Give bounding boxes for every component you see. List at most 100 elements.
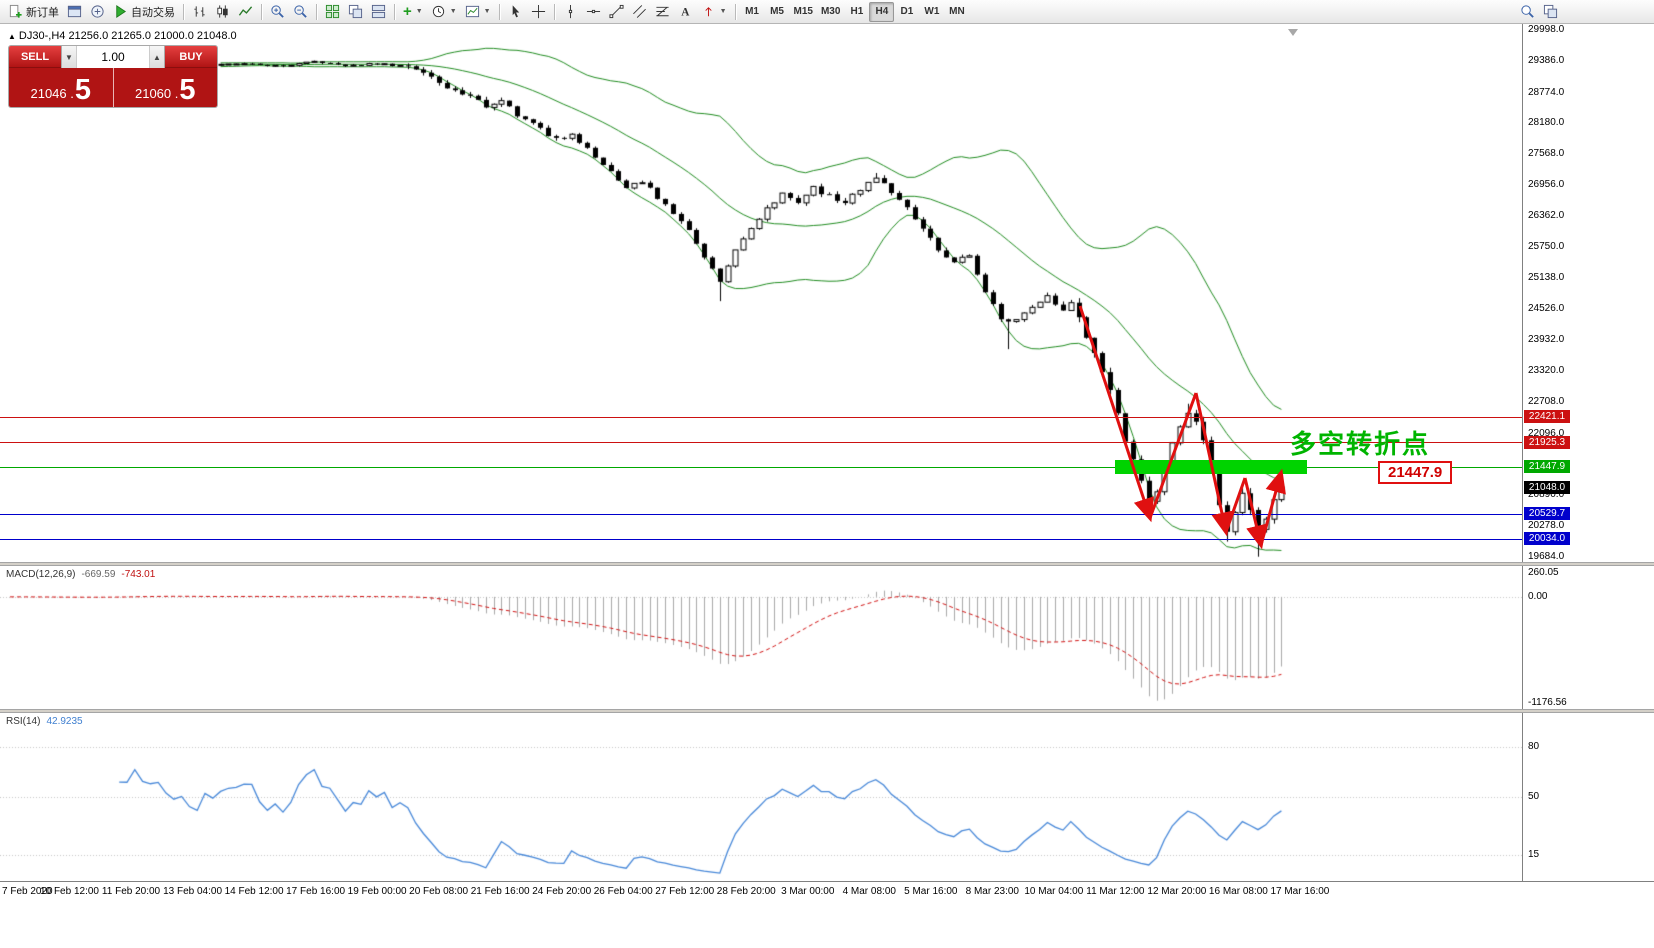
ask-pip-digit: 5: [179, 74, 196, 106]
zoom-out-button[interactable]: [289, 2, 312, 22]
time-tick: 28 Feb 20:00: [716, 886, 776, 897]
time-tick: 21 Feb 16:00: [470, 886, 530, 897]
rsi-label: RSI(14): [6, 716, 41, 727]
search-button[interactable]: [1516, 2, 1539, 22]
time-tick: 8 Mar 23:00: [965, 886, 1019, 897]
vertical-line-icon: [568, 4, 572, 19]
trendline-button[interactable]: [605, 2, 628, 22]
symbol-ohlc-header: ▲ DJ30-,H4 21256.0 21265.0 21000.0 21048.…: [8, 30, 237, 42]
macd-axis-tick: 260.05: [1528, 567, 1559, 579]
line-chart-button[interactable]: [234, 2, 257, 22]
time-tick: 12 Mar 20:00: [1147, 886, 1207, 897]
toolbar: 新订单 自动交易: [0, 0, 1654, 24]
text-tool-button[interactable]: A: [674, 2, 697, 22]
text-tool-icon: A: [681, 7, 690, 19]
market-watch-button[interactable]: [63, 2, 86, 22]
cascade-windows-button[interactable]: [344, 2, 367, 22]
ask-price[interactable]: 21060 .5: [113, 68, 217, 107]
price-tick: 25750.0: [1528, 241, 1565, 252]
fibonacci-icon: [655, 6, 669, 17]
volume-increase-button[interactable]: ▲: [149, 46, 164, 68]
rsi-axis-tick: 80: [1528, 741, 1540, 753]
time-tick: 5 Mar 16:00: [904, 886, 958, 897]
horizontal-line-button[interactable]: [582, 2, 605, 22]
price-tick: 19684.0: [1528, 550, 1565, 562]
bar-chart-button[interactable]: [188, 2, 211, 22]
zone-price-label[interactable]: 21447.9: [1378, 461, 1453, 484]
price-tick: 28774.0: [1528, 86, 1565, 98]
time-tick: 10 Feb 12:00: [40, 886, 99, 897]
timeframe-h1-button[interactable]: H1: [850, 6, 864, 17]
tile-windows-button[interactable]: [321, 2, 344, 22]
timeframe-w1-button[interactable]: W1: [924, 6, 940, 17]
fibonacci-button[interactable]: [651, 2, 674, 22]
arrange-windows-button[interactable]: [367, 2, 390, 22]
price-tick: 26956.0: [1528, 179, 1565, 191]
horizontal-line-icon: [586, 9, 600, 14]
arrange-windows-icon: [371, 4, 386, 19]
windows-button[interactable]: [1539, 2, 1562, 22]
candlestick-chart-icon: [217, 5, 228, 18]
timeframe-m30-button[interactable]: M30: [820, 6, 841, 17]
price-tick: 20278.0: [1528, 520, 1565, 532]
sell-button[interactable]: SELL: [9, 46, 61, 68]
cursor-button[interactable]: [504, 2, 527, 22]
timeframe-mn-button[interactable]: MN: [949, 6, 965, 17]
chevron-down-icon: ▼: [719, 8, 727, 15]
macd-axis-tick: -1176.56: [1528, 697, 1567, 709]
cascade-windows-icon: [348, 4, 363, 19]
windows-icon: [1543, 4, 1558, 19]
macd-axis-tick: 0.00: [1528, 590, 1548, 602]
crosshair-button[interactable]: [527, 2, 550, 22]
bid-price[interactable]: 21046 .5: [9, 68, 114, 107]
arrows-tool-button[interactable]: ▼: [697, 2, 731, 22]
turning-point-annotation[interactable]: 多空转折点: [1290, 429, 1431, 459]
volume-decrease-button[interactable]: ▼: [62, 46, 77, 68]
timeframe-m1-button[interactable]: M1: [745, 6, 759, 17]
price-badge-20529.7: 20529.7: [1524, 507, 1570, 521]
channel-button[interactable]: [628, 2, 651, 22]
price-tick: 23320.0: [1528, 365, 1565, 377]
toolbar-separator: [498, 3, 500, 20]
new-order-button[interactable]: 新订单: [4, 2, 63, 22]
price-tick: 20890.0: [1528, 489, 1565, 501]
chevron-down-icon: ▼: [415, 8, 423, 15]
templates-button[interactable]: ▼: [461, 2, 495, 22]
timeframe-d1-button[interactable]: D1: [900, 6, 914, 17]
chart-shift-marker-icon[interactable]: [1288, 29, 1298, 36]
periods-button[interactable]: ▼: [427, 2, 461, 22]
autotrading-button[interactable]: 自动交易: [109, 2, 179, 22]
price-badge-20034.0: 20034.0: [1524, 532, 1570, 546]
zoom-in-button[interactable]: [266, 2, 289, 22]
timeframe-h4-button[interactable]: H4: [869, 1, 895, 22]
support-zone-rectangle[interactable]: [1115, 459, 1307, 474]
price-tick: 29998.0: [1528, 24, 1565, 36]
time-tick: 10 Mar 04:00: [1024, 886, 1084, 897]
time-axis[interactable]: 7 Feb 2020 10 Feb 12:00 11 Feb 20:00 13 Feb…: [0, 881, 1654, 901]
timeframe-m5-button[interactable]: M5: [770, 6, 784, 17]
rsi-axis-tick: 50: [1528, 790, 1540, 802]
macd-value-main: -669.59: [81, 569, 116, 580]
price-axis[interactable]: 29998.0 29386.0 28774.0 28180.0 27568.0 26956…: [1522, 24, 1654, 881]
bar-chart-icon: [194, 6, 205, 17]
arrows-tool-icon: [704, 7, 712, 17]
time-tick: 27 Feb 12:00: [655, 886, 715, 897]
chart-plot[interactable]: [0, 24, 1522, 881]
chevron-down-icon: ▼: [449, 8, 457, 15]
toolbar-separator: [316, 3, 317, 20]
price-badge-22421.1: 22421.1: [1524, 410, 1570, 424]
cursor-icon: [512, 5, 519, 18]
volume-input[interactable]: [77, 46, 149, 68]
time-tick: 11 Feb 20:00: [101, 886, 161, 897]
vertical-line-button[interactable]: [559, 2, 582, 22]
clock-icon: [432, 5, 444, 18]
time-tick: 11 Mar 12:00: [1086, 886, 1145, 897]
buy-button[interactable]: BUY: [165, 46, 217, 68]
panel-resize-handle-macd[interactable]: [0, 562, 1654, 566]
panel-resize-handle-rsi[interactable]: [0, 709, 1654, 713]
candlestick-chart-button[interactable]: [211, 2, 234, 22]
add-indicator-button[interactable]: + ▼: [399, 2, 427, 22]
timeframe-m15-button[interactable]: M15: [793, 6, 813, 17]
data-window-button[interactable]: [86, 2, 109, 22]
new-order-icon: [9, 4, 22, 18]
